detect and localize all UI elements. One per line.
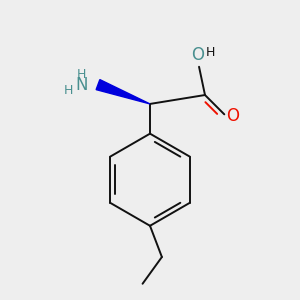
Text: O: O xyxy=(226,107,239,125)
Text: O: O xyxy=(191,46,204,64)
Polygon shape xyxy=(96,80,150,104)
Text: H: H xyxy=(64,84,73,97)
Text: H: H xyxy=(206,46,215,59)
Text: N: N xyxy=(75,76,88,94)
Text: H: H xyxy=(77,68,86,81)
